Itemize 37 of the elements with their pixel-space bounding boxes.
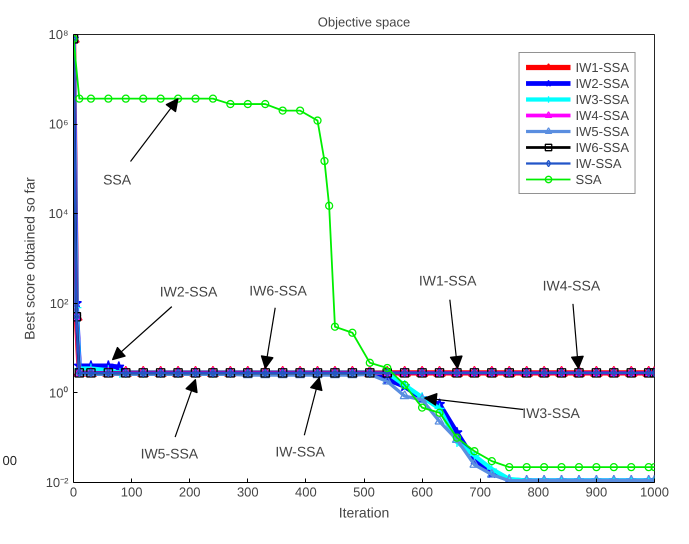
annotation: IW6-SSA <box>249 282 308 299</box>
annotation: SSA <box>103 171 132 188</box>
y-axis-title: Best score obtained so far <box>22 176 38 340</box>
annotation: IW4-SSA <box>542 278 601 294</box>
x-tick-label: 200 <box>178 484 201 500</box>
legend-label: IW1-SSA <box>576 59 629 75</box>
x-tick-label: 100 <box>120 484 142 500</box>
x-tick-label: 600 <box>411 484 433 500</box>
legend-label: IW-SSA <box>576 155 622 171</box>
legend-label: IW5-SSA <box>576 123 629 139</box>
legend-label: IW3-SSA <box>576 91 629 107</box>
legend-label: IW2-SSA <box>576 75 629 91</box>
x-tick-label: 0 <box>70 484 78 500</box>
x-tick-label: 300 <box>236 484 259 500</box>
y-tick-label: 10⁰ <box>49 385 69 400</box>
legend-label: SSA <box>576 171 602 187</box>
annotation: IW2-SSA <box>160 284 218 300</box>
x-tick-label: 500 <box>353 484 375 500</box>
y-tick-label: 10⁶ <box>48 116 68 132</box>
annotation: IW5-SSA <box>140 445 199 462</box>
x-axis-title: Iteration <box>338 504 390 520</box>
x-tick-label: 800 <box>527 484 550 500</box>
annotation: IW3-SSA <box>522 404 581 421</box>
chart-title: Objective space <box>318 14 410 30</box>
y-tick-label: 10² <box>50 296 70 311</box>
x-tick-label: 1000 <box>640 484 669 500</box>
y-tick-label: 10⁸ <box>48 27 69 42</box>
legend-label: IW6-SSA <box>576 139 629 155</box>
annotation: IW-SSA <box>275 443 326 460</box>
x-tick-label: 900 <box>586 484 608 500</box>
y-tick-label: 10⁻² <box>46 475 70 490</box>
annotation: IW1-SSA <box>418 272 478 288</box>
x-tick-label: 400 <box>295 484 317 500</box>
y-tick-label: 10⁴ <box>48 206 68 222</box>
text: 00 <box>2 452 17 470</box>
legend-label: IW4-SSA <box>576 107 629 123</box>
x-tick-label: 700 <box>469 484 492 500</box>
